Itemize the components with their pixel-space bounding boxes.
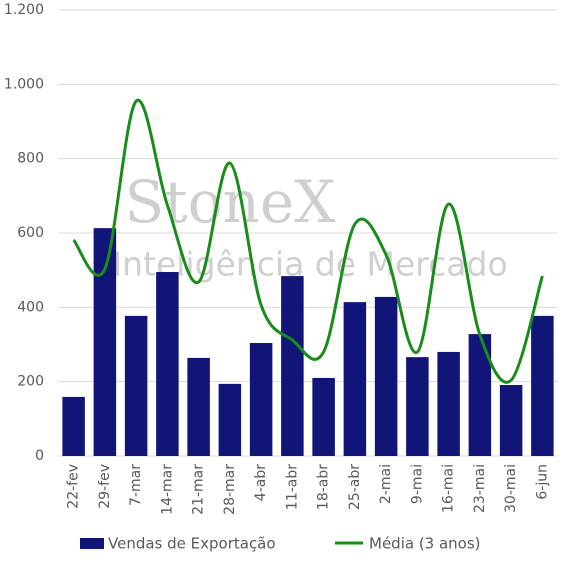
y-tick-label: 400 [17, 299, 44, 315]
bar [437, 351, 460, 456]
y-tick-label: 1.200 [4, 2, 44, 18]
x-tick-label: 21-mar [191, 464, 207, 515]
y-tick-label: 1.000 [4, 76, 44, 92]
watermark-title: StoneX [125, 168, 337, 236]
y-tick-label: 0 [35, 448, 44, 464]
legend-swatch [80, 538, 104, 549]
bar [93, 228, 117, 456]
x-tick-label: 9-mai [409, 464, 425, 504]
legend-label: Vendas de Exportação [108, 535, 276, 553]
bar [374, 296, 398, 456]
y-tick-label: 600 [17, 225, 44, 241]
x-tick-label: 4-abr [253, 464, 269, 501]
bar [499, 385, 523, 456]
x-tick-label: 28-mar [222, 464, 238, 515]
bar [406, 357, 429, 456]
bar [156, 272, 179, 456]
x-tick-label: 16-mai [441, 464, 457, 513]
bar [124, 315, 148, 456]
line [72, 98, 544, 384]
x-tick-label: 6-jun [534, 464, 550, 500]
bar [281, 276, 304, 456]
y-tick-label: 800 [17, 151, 44, 167]
bar [531, 315, 554, 456]
x-tick-label: 18-abr [316, 464, 332, 510]
bar [62, 396, 85, 456]
bar [343, 302, 367, 456]
x-tick-label: 7-mar [128, 464, 144, 506]
bar [218, 383, 242, 456]
bar [249, 343, 273, 456]
bar [312, 377, 335, 456]
x-tick-label: 2-mai [378, 464, 394, 504]
x-tick-label: 11-abr [284, 464, 300, 510]
x-tick-label: 22-fev [66, 464, 82, 509]
x-tick-label: 14-mar [159, 464, 175, 515]
legend-label: Média (3 anos) [369, 535, 481, 553]
x-tick-label: 30-mai [503, 464, 519, 513]
x-tick-label: 23-mai [472, 464, 488, 513]
x-tick-label: 29-fev [97, 464, 113, 509]
x-tick-label: 25-abr [347, 464, 363, 510]
bar [187, 357, 210, 456]
y-tick-label: 200 [17, 374, 44, 390]
bar [468, 334, 492, 456]
